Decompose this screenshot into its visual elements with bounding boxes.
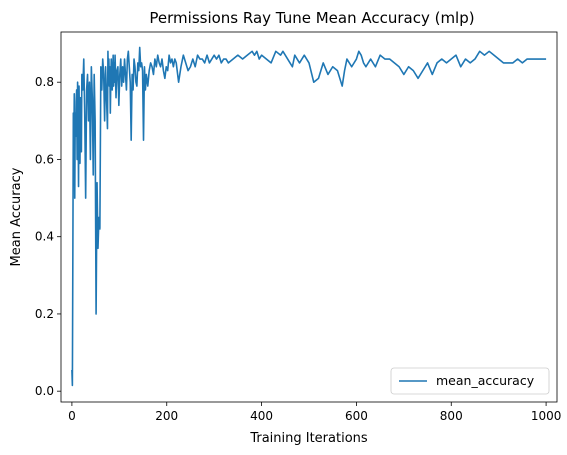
plot-frame — [60, 31, 558, 403]
x-tick-label: 600 — [345, 409, 368, 423]
y-tick-label: 0.8 — [35, 75, 54, 89]
y-tick-label: 0.4 — [35, 230, 54, 244]
y-ticks: 0.0 0.2 0.4 0.6 0.8 — [35, 75, 61, 398]
y-tick-label: 0.6 — [35, 152, 54, 166]
x-ticks: 0 200 400 600 800 1000 — [68, 402, 561, 423]
y-axis-label: Mean Accuracy — [9, 167, 24, 266]
y-tick-label: 0.2 — [35, 307, 54, 321]
x-tick-label: 0 — [68, 409, 76, 423]
x-tick-label: 800 — [440, 409, 463, 423]
legend-box — [390, 367, 550, 395]
legend: mean_accuracy — [390, 367, 550, 395]
x-tick-label: 200 — [155, 409, 178, 423]
x-axis-label: Training Iterations — [249, 431, 368, 446]
plot-area: 0 200 400 600 800 1000 0.0 0.2 0.4 0.6 0.8 — [35, 31, 561, 423]
y-tick-label: 0.0 — [35, 384, 54, 398]
x-tick-label: 400 — [250, 409, 273, 423]
series-line-mean-accuracy — [71, 46, 547, 387]
chart-title: Permissions Ray Tune Mean Accuracy (mlp) — [149, 9, 474, 27]
legend-label: mean_accuracy — [436, 373, 535, 388]
x-tick-label: 1000 — [531, 409, 562, 423]
